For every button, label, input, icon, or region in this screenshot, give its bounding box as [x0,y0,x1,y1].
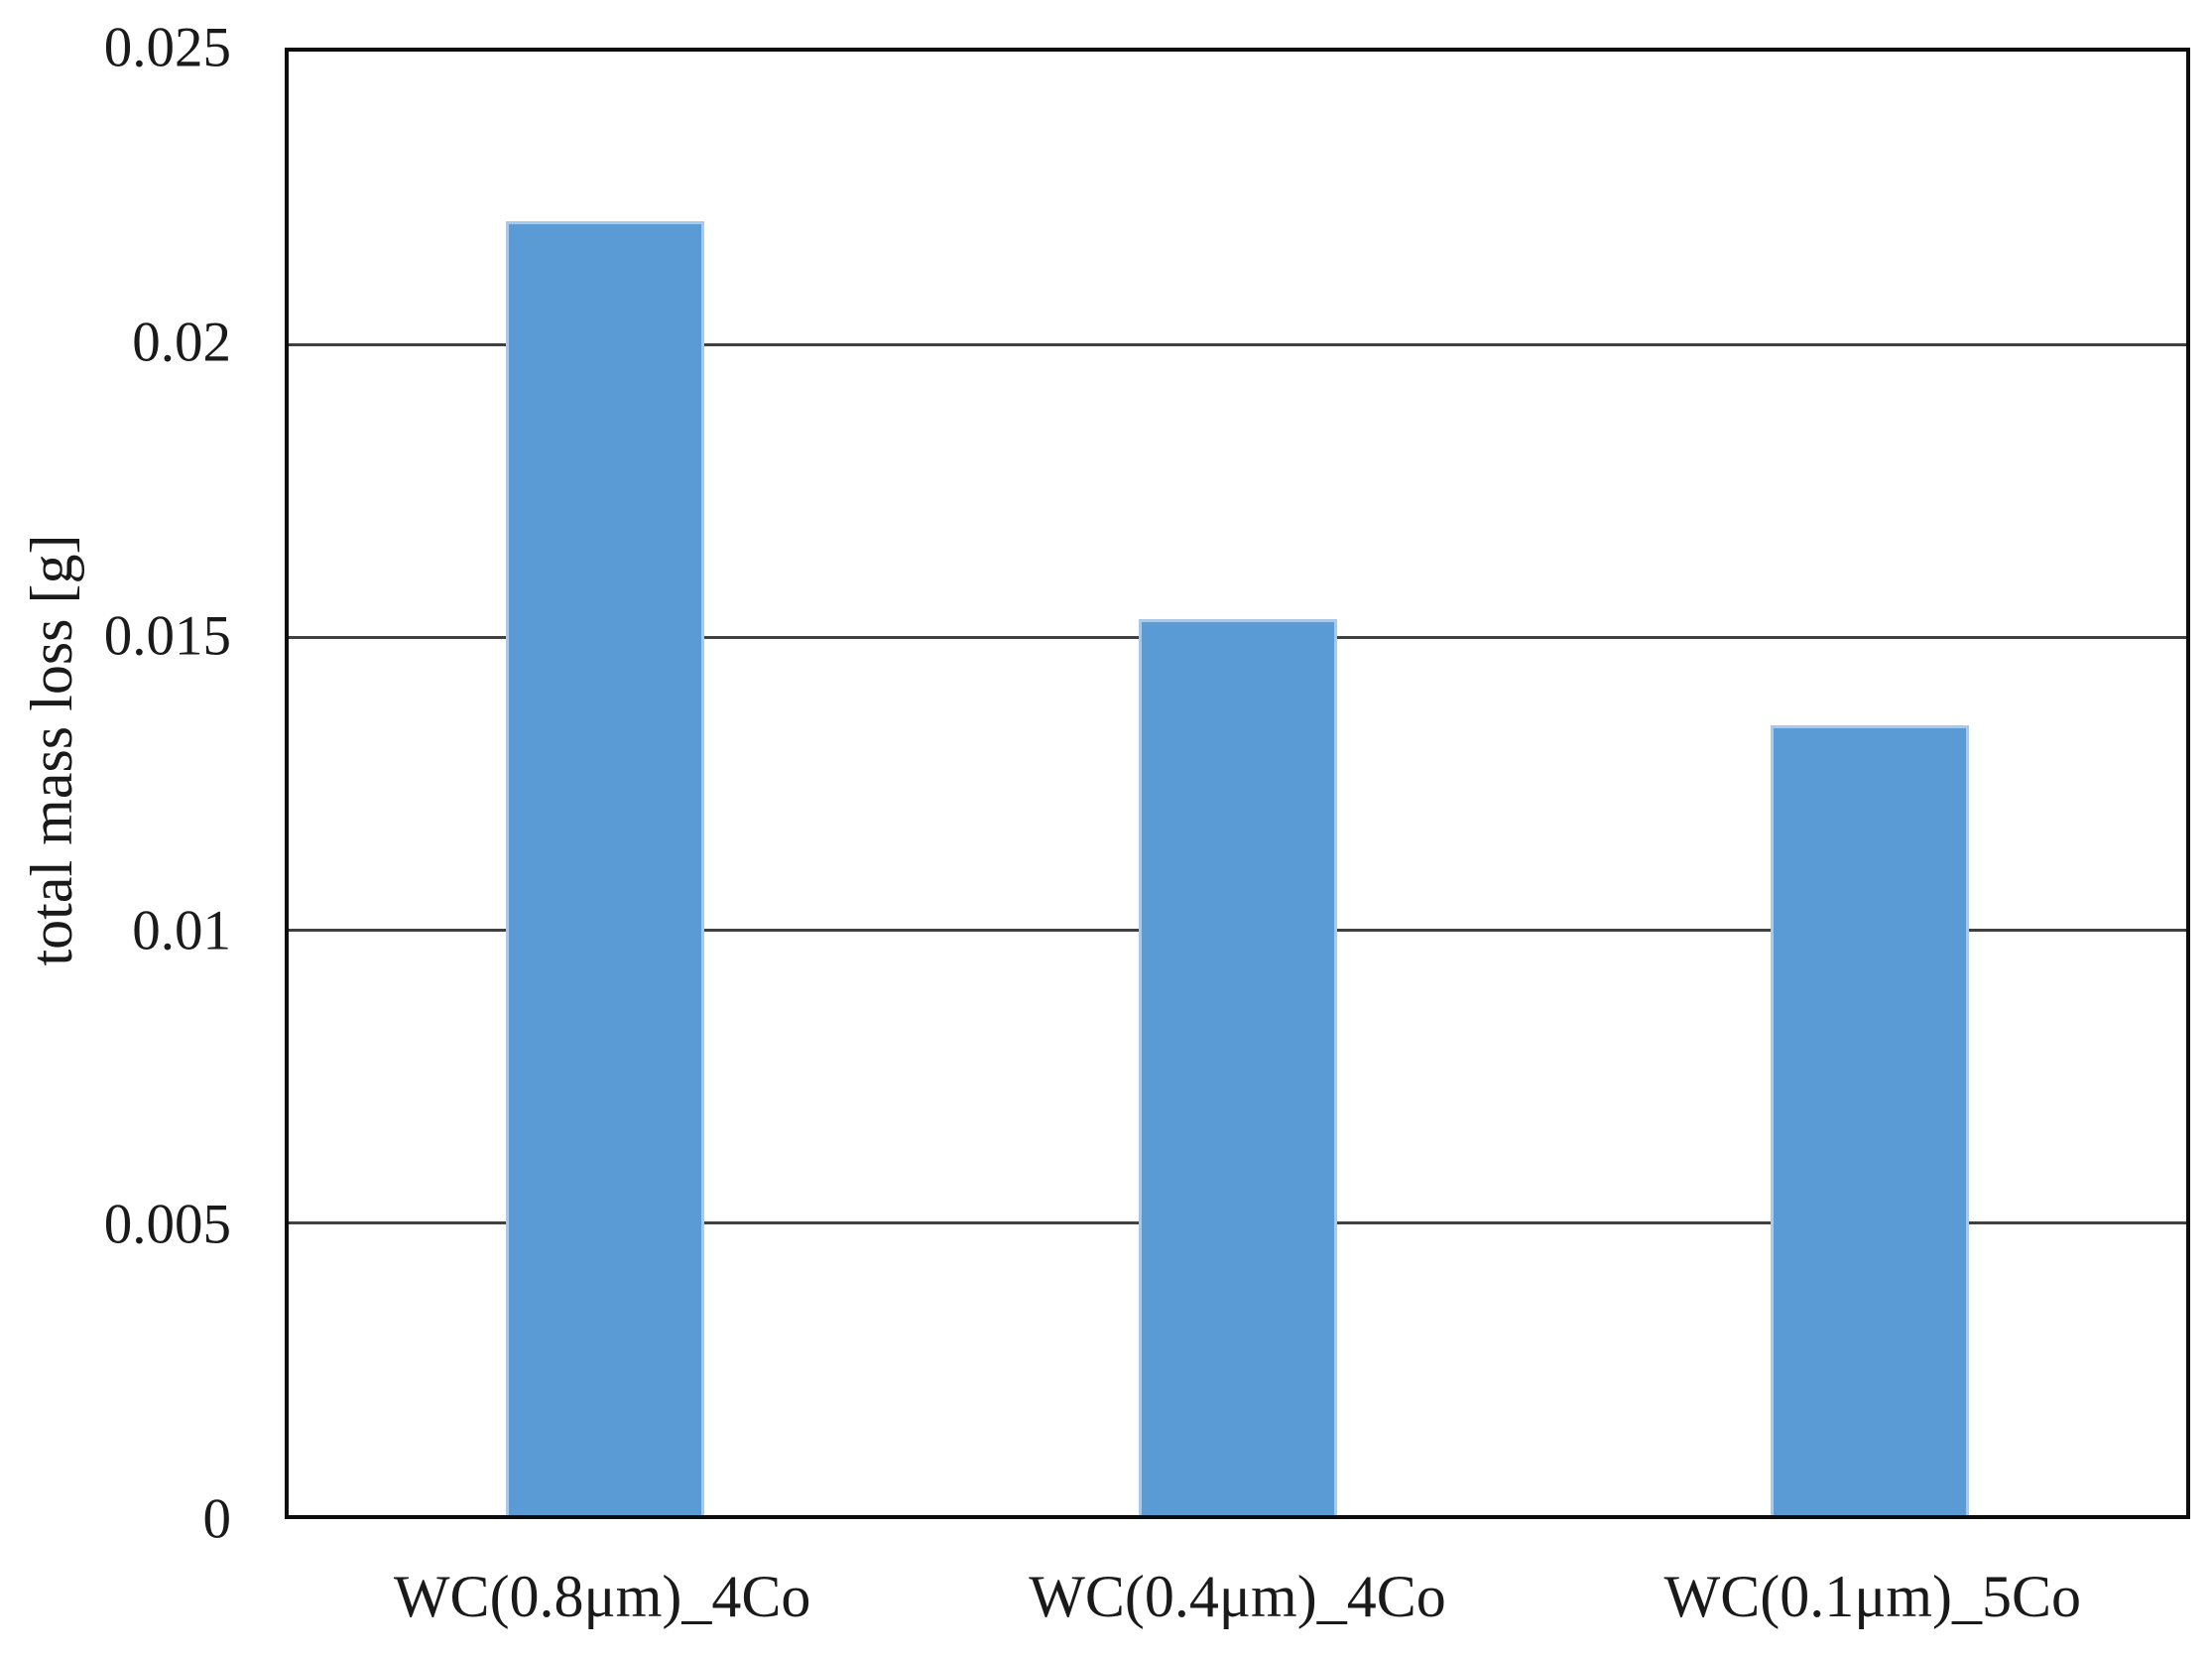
bar [1138,619,1337,1515]
x-category-label: WC(0.4μm)_4Co [1029,1564,1446,1629]
bars [289,52,2186,1515]
bar [505,221,704,1515]
x-category-label: WC(0.8μm)_4Co [393,1564,811,1629]
gridline [289,342,2186,346]
y-tick-label: 0.015 [103,604,231,668]
y-tick-label: 0.025 [103,16,231,79]
plot-area [285,48,2190,1519]
y-tick-label: 0.005 [103,1193,231,1256]
y-tick-label: 0.01 [132,899,231,962]
y-axis-tick-labels: 0 0.005 0.01 0.015 0.02 0.025 [0,20,231,1548]
x-category-label: WC(0.1μm)_5Co [1663,1564,2082,1629]
y-tick-label: 0.02 [132,311,231,374]
y-tick-label: 0 [202,1487,232,1551]
x-axis-category-labels: WC(0.8μm)_4Co WC(0.4μm)_4Co WC(0.1μm)_5Co [285,1560,2190,1659]
bar [1771,724,1970,1515]
